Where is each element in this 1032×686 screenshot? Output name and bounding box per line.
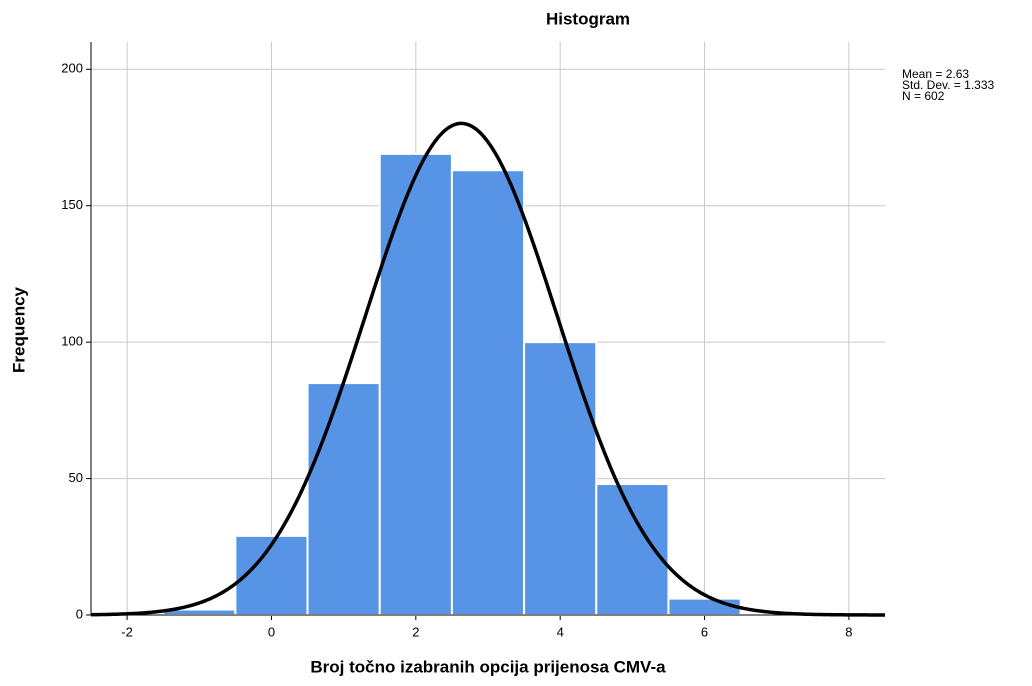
normal-curve (90, 121, 885, 617)
stat-label: Std. Dev. = 1.333 (902, 78, 994, 92)
stat-label: N = 602 (902, 89, 945, 103)
x-tick-label: 0 (268, 624, 275, 639)
x-tick-label: 2 (412, 624, 419, 639)
stat-label: Mean = 2.63 (902, 67, 969, 81)
x-tick-label: 8 (845, 624, 852, 639)
y-tick-label: 100 (61, 334, 83, 349)
y-tick-label: 50 (69, 470, 83, 485)
bar (378, 152, 453, 616)
bar (523, 341, 598, 616)
bar (450, 169, 526, 616)
x-tick-label: -2 (121, 624, 133, 639)
x-tick-label: 4 (557, 624, 564, 639)
y-tick-label: 0 (76, 606, 83, 621)
bar (306, 382, 381, 617)
x-tick-label: 6 (701, 624, 708, 639)
y-axis-label: Frequency (9, 286, 28, 373)
y-tick-label: 200 (61, 61, 83, 76)
chart-title: Histogram (546, 9, 630, 28)
x-axis-label: Broj točno izabranih opcija prijenosa CM… (310, 657, 666, 676)
bar (667, 597, 742, 617)
y-tick-label: 150 (61, 197, 83, 212)
bar (595, 483, 670, 616)
